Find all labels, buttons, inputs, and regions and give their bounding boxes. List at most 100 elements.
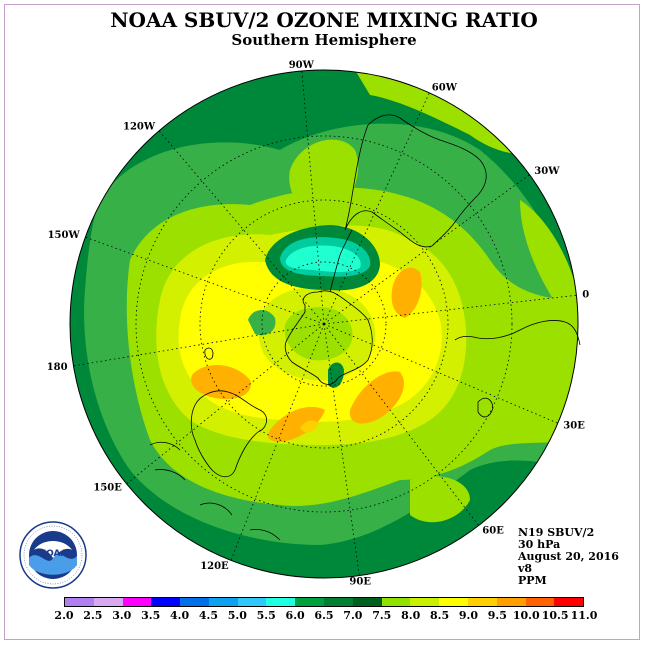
field-orange-west	[191, 364, 251, 400]
color-swatch	[439, 598, 468, 606]
field-orange-southeast	[349, 371, 404, 424]
longitude-meridians	[73, 70, 577, 576]
field-cyan-low	[285, 245, 361, 272]
longitude-labels: 90W 60W 30W 0 30E 60E 90E 120E 150E 180 150W 120W	[47, 60, 590, 588]
color-swatch	[180, 598, 209, 606]
units-label: PPM	[518, 574, 547, 587]
longitude-label: 60E	[482, 525, 504, 536]
longitude-label: 30E	[563, 421, 585, 432]
meridian-line	[85, 236, 325, 325]
color-scale-label: 3.5	[141, 609, 161, 622]
meridian-line	[323, 323, 479, 526]
color-swatch	[352, 598, 382, 606]
field-orange-south	[268, 406, 325, 442]
field-dark-green-east-antarctica	[328, 362, 344, 388]
field-lime-north	[289, 139, 359, 216]
coast-madagascar	[477, 397, 494, 418]
color-swatch	[467, 598, 497, 606]
longitude-label: 60W	[432, 82, 458, 93]
field-orange-east	[391, 267, 422, 318]
meridian-line	[323, 174, 530, 325]
color-scale-labels: 2.0 2.5 3.0 3.5 4.0 4.5 5.0 5.5 6.0 6.5 7.0 7.5 8.0 8…	[0, 609, 648, 623]
color-swatch	[554, 598, 584, 606]
color-scale-label: 2.5	[83, 609, 103, 622]
metadata-block: N19 SBUV/2 30 hPa August 20, 2016 v8 PPM	[518, 527, 619, 587]
map-subtitle: Southern Hemisphere	[231, 31, 417, 49]
color-scale-bar	[64, 597, 584, 607]
color-scale-label: 5.5	[256, 609, 276, 622]
color-scale-label: 5.0	[227, 609, 247, 622]
meridian-line	[323, 294, 577, 325]
field-lime-southeast	[410, 476, 470, 523]
color-scale-label: 9.0	[458, 609, 479, 622]
color-scale-label: 2.0	[54, 609, 74, 622]
algorithm-version: v8	[518, 562, 533, 575]
color-swatch	[237, 598, 267, 606]
coastlines	[149, 114, 581, 541]
color-scale-label: 4.0	[169, 609, 190, 622]
noaa-seal: NOAA	[19, 521, 87, 589]
latitude-circles	[135, 135, 513, 513]
color-scale-label: 11.0	[570, 609, 598, 622]
longitude-label: 120W	[123, 121, 156, 132]
color-swatch	[410, 598, 440, 606]
coast-antarctic-peninsula	[329, 229, 353, 293]
color-swatch	[496, 598, 526, 606]
coast-africa	[454, 320, 581, 346]
coast-new-zealand	[204, 347, 214, 360]
field-light-orange-south	[300, 420, 318, 433]
coast-antarctica	[284, 290, 373, 385]
meridian-line	[230, 323, 325, 561]
color-scale-label: 4.5	[198, 609, 219, 622]
meridian-line	[323, 323, 360, 576]
color-scale-label: 9.5	[487, 609, 507, 622]
meridian-line	[158, 130, 325, 325]
color-swatch	[93, 598, 123, 606]
figure-frame	[4, 4, 640, 640]
color-scale-label: 6.5	[314, 609, 334, 622]
coast-australia	[190, 390, 267, 478]
field-lime-polar	[284, 307, 353, 361]
field-lime-east	[520, 200, 578, 310]
longitude-label: 90E	[349, 577, 371, 588]
longitude-label: 0	[582, 290, 589, 301]
satellite-label: N19 SBUV/2	[518, 526, 595, 539]
meridian-line	[126, 323, 325, 485]
meridian-line	[301, 70, 325, 325]
longitude-label: 30W	[534, 166, 560, 177]
noaa-seal-ring-lettering	[23, 525, 83, 585]
color-scale-label: 3.0	[112, 609, 132, 622]
color-swatch	[381, 598, 411, 606]
longitude-label: 120E	[200, 561, 229, 572]
longitude-label: 150W	[48, 230, 81, 241]
color-swatch	[208, 598, 238, 606]
color-scale-label: 8.0	[401, 609, 421, 622]
pressure-level: 30 hPa	[518, 538, 561, 551]
color-swatch	[295, 598, 325, 606]
color-swatch	[65, 598, 94, 606]
meridian-line	[73, 323, 325, 367]
color-swatch	[324, 598, 353, 606]
color-scale-label: 10.5	[541, 609, 569, 622]
observation-date: August 20, 2016	[518, 550, 619, 563]
noaa-logo: NOAA	[18, 520, 88, 595]
color-swatch	[525, 598, 555, 606]
meridian-line	[323, 323, 558, 424]
ozone-field	[70, 70, 578, 578]
field-mid-green-polar	[248, 309, 276, 336]
meridian-line	[323, 92, 430, 325]
longitude-label: 150E	[93, 483, 122, 494]
color-scale-label: 10.0	[512, 609, 540, 622]
map-title: NOAA SBUV/2 OZONE MIXING RATIO	[110, 8, 538, 32]
color-swatch	[122, 598, 152, 606]
longitude-label: 90W	[289, 60, 315, 71]
coast-south-america	[344, 114, 487, 248]
color-scale-label: 8.5	[429, 609, 450, 622]
color-scale-label: 6.0	[285, 609, 305, 622]
color-swatch	[151, 598, 181, 606]
color-scale-label: 7.0	[343, 609, 363, 622]
noaa-logo-text: NOAA	[39, 549, 68, 559]
color-swatch	[266, 598, 296, 606]
color-scale-label: 7.5	[372, 609, 392, 622]
